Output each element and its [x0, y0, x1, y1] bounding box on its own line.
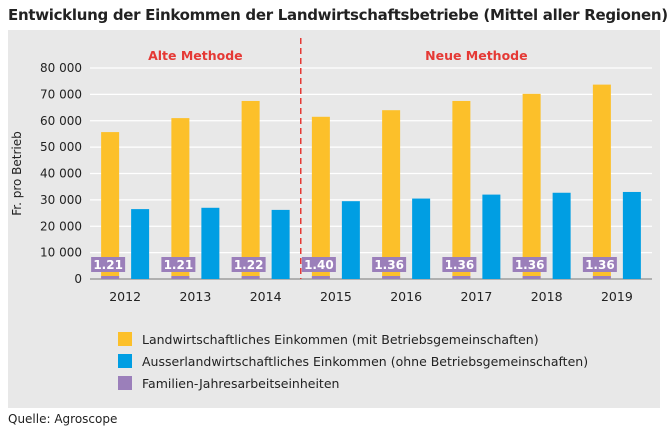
legend-item-nonagri: Ausserlandwirtschaftliches Einkommen (oh…	[118, 352, 588, 370]
x-tick-label-2019: 2019	[601, 289, 633, 304]
method-label-1: Neue Methode	[425, 48, 527, 63]
bar-family-2013	[171, 276, 190, 279]
family-label-2019: 1.36	[585, 258, 615, 272]
bar-family-2016	[382, 276, 401, 279]
bar-family-2015	[311, 276, 330, 279]
bar-nonagri-2017	[482, 194, 501, 279]
bar-family-2019	[592, 276, 611, 279]
family-label-box-2019	[582, 257, 617, 272]
bar-agri-2018	[522, 93, 541, 279]
bar-agri-2014	[241, 100, 260, 279]
y-tick-label: 40 000	[40, 167, 82, 181]
family-label-box-2017	[442, 257, 477, 272]
y-tick-label: 10 000	[40, 246, 82, 260]
bar-agri-2012	[101, 132, 120, 279]
family-label-2012: 1.21	[93, 258, 123, 272]
family-label-box-2018	[512, 257, 547, 272]
bar-agri-2013	[171, 118, 190, 279]
source-note: Quelle: Agroscope	[8, 412, 118, 426]
bar-agri-2016	[382, 110, 401, 279]
chart-title: Entwicklung der Einkommen der Landwirtsc…	[8, 6, 668, 24]
family-label-box-2014	[231, 257, 266, 272]
bar-agri-2015	[311, 116, 330, 279]
family-label-box-2015	[301, 257, 336, 272]
y-tick-label: 30 000	[40, 193, 82, 207]
legend-label-agri: Landwirtschaftliches Einkommen (mit Betr…	[142, 331, 539, 347]
family-label-box-2016	[372, 257, 407, 272]
bar-nonagri-2012	[131, 209, 150, 279]
bar-nonagri-2014	[271, 209, 290, 279]
family-label-2014: 1.22	[234, 258, 264, 272]
x-tick-label-2018: 2018	[531, 289, 563, 304]
bar-nonagri-2019	[622, 191, 641, 279]
x-tick-label-2017: 2017	[460, 289, 492, 304]
legend-item-agri: Landwirtschaftliches Einkommen (mit Betr…	[118, 330, 539, 348]
x-tick-label-2015: 2015	[320, 289, 352, 304]
bar-nonagri-2016	[412, 198, 431, 279]
x-tick-label-2016: 2016	[390, 289, 422, 304]
legend-label-nonagri: Ausserlandwirtschaftliches Einkommen (oh…	[142, 353, 589, 369]
family-label-2015: 1.40	[304, 258, 334, 272]
y-tick-label: 50 000	[40, 140, 82, 154]
family-label-box-2012	[91, 257, 126, 272]
method-label-0: Alte Methode	[148, 48, 243, 63]
x-tick-label-2012: 2012	[109, 289, 141, 304]
legend-swatch-nonagri	[118, 354, 132, 368]
bar-nonagri-2013	[201, 207, 220, 279]
chart-panel: 0 10 000 20 000 30 000 40 000 50 000 60 000 70 …	[8, 30, 660, 408]
y-tick-label: 70 000	[40, 87, 82, 101]
y-tick-label: 80 000	[40, 61, 82, 75]
bar-agri-2017	[452, 100, 471, 279]
bar-nonagri-2015	[341, 201, 360, 279]
y-axis-label: Fr. pro Betrieb	[10, 131, 24, 216]
bar-family-2014	[241, 276, 260, 279]
y-tick-label: 60 000	[40, 114, 82, 128]
bar-family-2017	[452, 276, 471, 279]
y-tick-label: 0	[74, 272, 82, 286]
bar-family-2012	[101, 276, 120, 279]
family-label-2017: 1.36	[445, 258, 475, 272]
family-label-box-2013	[161, 257, 196, 272]
family-label-2013: 1.21	[164, 258, 194, 272]
bar-family-2018	[522, 276, 541, 279]
family-label-2018: 1.36	[515, 258, 545, 272]
x-tick-label-2014: 2014	[250, 289, 282, 304]
bar-nonagri-2018	[552, 192, 571, 279]
bar-agri-2019	[592, 84, 611, 280]
family-label-2016: 1.36	[374, 258, 404, 272]
legend-item-family: Familien-Jahresarbeitseinheiten	[118, 374, 339, 392]
legend-swatch-family	[118, 376, 132, 390]
legend-swatch-agri	[118, 332, 132, 346]
legend-label-family: Familien-Jahresarbeitseinheiten	[142, 375, 340, 391]
x-tick-label-2013: 2013	[179, 289, 211, 304]
chart-svg: 0 10 000 20 000 30 000 40 000 50 000 60 000 70 …	[10, 38, 652, 304]
y-tick-label: 20 000	[40, 219, 82, 233]
